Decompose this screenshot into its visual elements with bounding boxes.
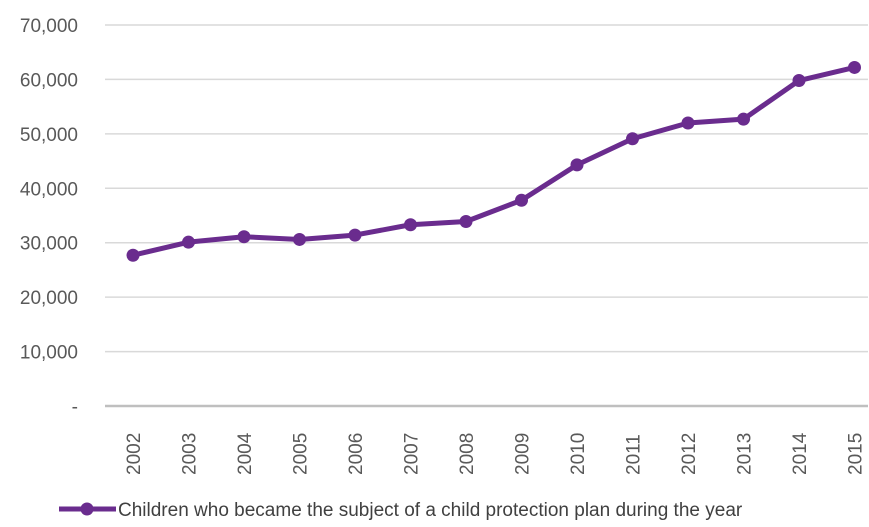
y-axis-ticks: - 10,000 20,000 30,000 40,000 50,000 60,000 70,… [20, 16, 78, 418]
x-tick-label: 2015 [846, 433, 867, 475]
y-tick-label: - [72, 397, 78, 418]
data-point [182, 235, 195, 249]
y-tick-label: 40,000 [20, 179, 78, 200]
y-tick-label: 70,000 [20, 16, 78, 37]
x-tick-label: 2002 [124, 433, 145, 475]
x-tick-label: 2012 [679, 433, 700, 475]
x-axis-ticks: 2002 2003 2004 2005 2006 2007 2008 2009 2010 2011… [124, 432, 867, 475]
series-line [130, 64, 857, 258]
x-tick-label: 2006 [346, 433, 367, 475]
data-point [459, 214, 473, 228]
data-point [570, 158, 584, 172]
x-tick-label: 2003 [180, 433, 201, 475]
x-tick-label: 2005 [291, 433, 312, 475]
y-tick-label: 30,000 [20, 234, 78, 255]
data-point [404, 218, 417, 232]
data-point [293, 232, 306, 246]
x-tick-label: 2014 [790, 432, 811, 475]
data-point [348, 228, 362, 242]
series-layer [126, 60, 861, 262]
data-point [626, 132, 639, 146]
data-point [681, 116, 695, 130]
data-point [237, 230, 251, 244]
data-point [126, 248, 140, 262]
data-point [515, 193, 528, 207]
x-tick-label: 2010 [568, 433, 589, 475]
y-tick-label: 60,000 [20, 70, 78, 91]
gridlines [105, 24, 868, 353]
x-tick-label: 2004 [235, 432, 256, 475]
legend-label: Children who became the subject of a chi… [118, 500, 743, 521]
y-tick-label: 20,000 [20, 288, 78, 309]
x-tick-label: 2007 [402, 433, 423, 475]
legend: Children who became the subject of a chi… [59, 500, 743, 521]
y-tick-label: 50,000 [20, 125, 78, 146]
data-point [848, 60, 861, 74]
x-tick-label: 2008 [457, 433, 478, 475]
legend-marker-dot [80, 502, 94, 516]
x-tick-label: 2013 [735, 433, 756, 475]
x-tick-label: 2011 [624, 434, 645, 475]
x-tick-label: 2009 [513, 433, 534, 475]
y-tick-label: 10,000 [20, 343, 78, 364]
data-point [792, 74, 806, 88]
data-point [737, 112, 750, 126]
